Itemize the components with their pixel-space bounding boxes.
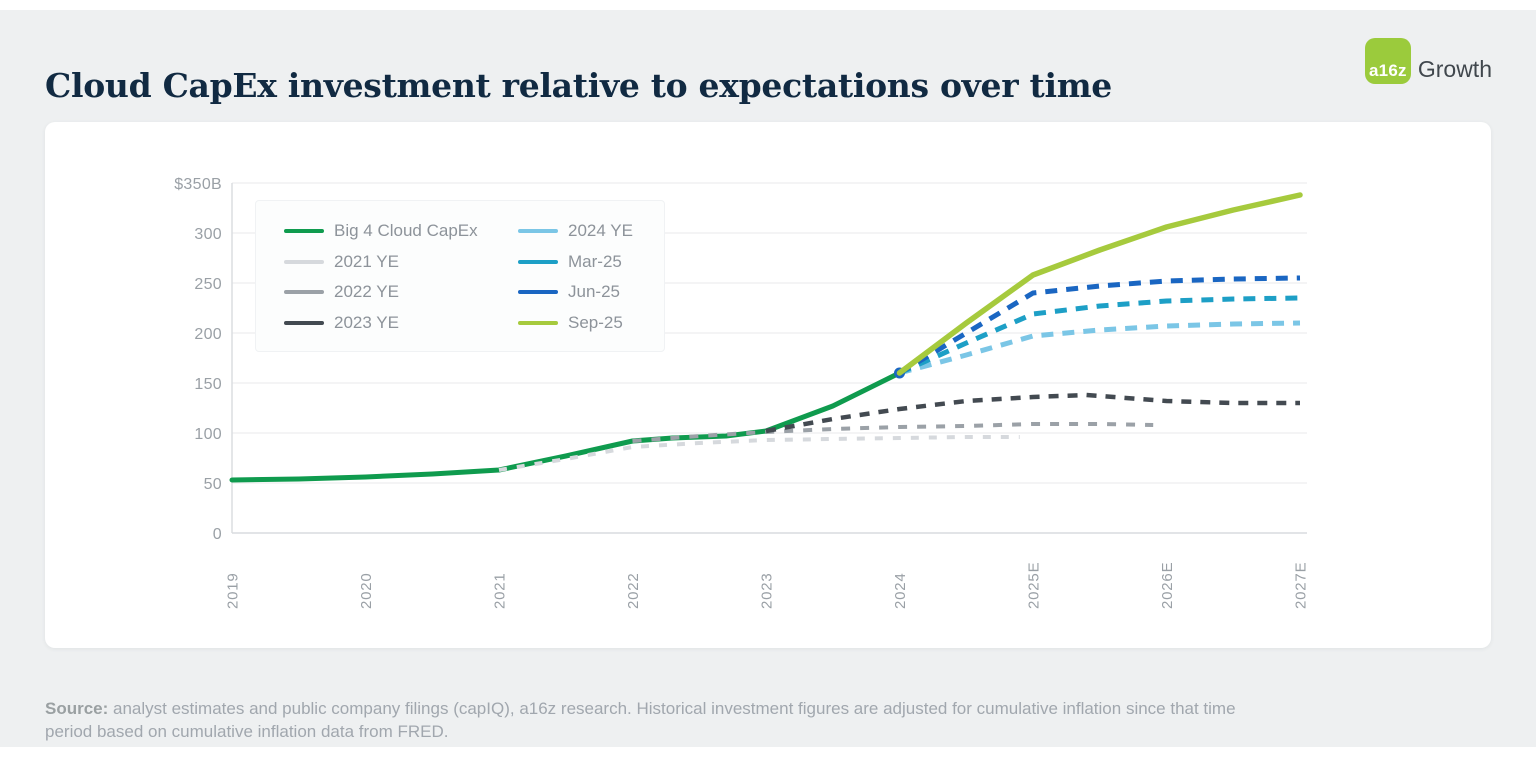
chart-legend: Big 4 Cloud CapEx 2021 YE 2022 YE 2023 YE 20… — [255, 200, 665, 352]
series-line-mar-25 — [898, 295, 1301, 376]
x-tick-2024: 2024 — [892, 572, 909, 609]
legend-swatch-2023-ye — [284, 320, 324, 325]
x-tick-2026E: 2026E — [1159, 562, 1176, 609]
legend-swatch-sep-25 — [518, 320, 558, 325]
series-line-big-4-cloud-capex — [229, 370, 902, 483]
legend-swatch-jun-25 — [518, 290, 558, 295]
y-tick-150: 150 — [194, 376, 222, 393]
x-tick-2020: 2020 — [358, 572, 375, 609]
series-line-sep-25 — [896, 192, 1303, 376]
page-title: Cloud CapEx investment relative to expec… — [45, 66, 1113, 106]
page-top-margin — [0, 0, 1536, 10]
source-note: Source: analyst estimates and public com… — [45, 697, 1260, 743]
x-tick-2027E: 2027E — [1293, 562, 1310, 609]
legend-item-2022-ye: 2022 YE — [284, 282, 518, 302]
series-line-2022-ye — [632, 422, 1154, 443]
legend-label-2022-ye: 2022 YE — [334, 282, 399, 302]
x-tick-2025E: 2025E — [1026, 562, 1043, 609]
series-line-2023-ye — [765, 392, 1300, 434]
series-line-2024-ye — [898, 320, 1301, 376]
y-tick-50: 50 — [204, 476, 222, 493]
y-tick-100: 100 — [194, 426, 222, 443]
legend-label-sep-25: Sep-25 — [568, 312, 623, 332]
x-tick-2022: 2022 — [625, 572, 642, 609]
y-tick-200: 200 — [194, 326, 222, 343]
legend-swatch-2021-ye — [284, 259, 324, 264]
logo-wordmark: Growth — [1417, 56, 1492, 82]
legend-swatch-2024-ye — [518, 229, 558, 234]
y-tick-0: 0 — [213, 526, 222, 543]
a16z-logo-text: a16z — [1369, 61, 1407, 80]
y-tick-350: $350B — [174, 176, 222, 193]
x-tick-2019: 2019 — [225, 572, 242, 609]
a16z-logo-icon: a16z — [1364, 38, 1411, 84]
series-line-2021-ye — [498, 435, 1020, 472]
chart-card: 0 50 100 150 200 250 300 $350B 2019 2020 2021 2022 2… — [45, 122, 1491, 648]
source-label: Source: — [45, 699, 109, 718]
legend-swatch-mar-25 — [518, 259, 558, 264]
x-tick-2023: 2023 — [759, 572, 776, 609]
legend-swatch-2022-ye — [284, 290, 324, 295]
legend-label-jun-25: Jun-25 — [568, 282, 620, 302]
legend-swatch-big-4-cloud-capex — [284, 229, 324, 234]
legend-item-big-4-cloud-capex: Big 4 Cloud CapEx — [284, 221, 518, 241]
a16z-growth-logo: a16z Growth — [1364, 38, 1492, 84]
y-tick-250: 250 — [194, 276, 222, 293]
x-tick-2021: 2021 — [492, 572, 509, 609]
legend-item-2024-ye: 2024 YE — [518, 221, 636, 241]
legend-item-sep-25: Sep-25 — [518, 313, 636, 333]
legend-label-2024-ye: 2024 YE — [568, 221, 633, 241]
legend-label-big-4-cloud-capex: Big 4 Cloud CapEx — [334, 221, 478, 241]
legend-label-mar-25: Mar-25 — [568, 251, 622, 271]
legend-item-2023-ye: 2023 YE — [284, 313, 518, 333]
y-tick-300: 300 — [194, 226, 222, 243]
legend-label-2023-ye: 2023 YE — [334, 312, 399, 332]
legend-item-jun-25: Jun-25 — [518, 282, 636, 302]
source-text: analyst estimates and public company fil… — [45, 699, 1236, 741]
legend-item-2021-ye: 2021 YE — [284, 252, 518, 272]
page-bottom-margin — [0, 747, 1536, 760]
legend-label-2021-ye: 2021 YE — [334, 251, 399, 271]
legend-item-mar-25: Mar-25 — [518, 252, 636, 272]
